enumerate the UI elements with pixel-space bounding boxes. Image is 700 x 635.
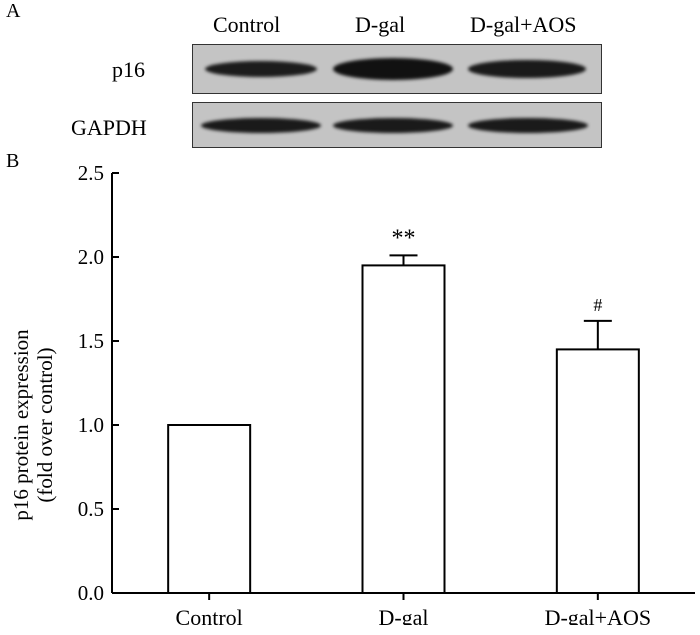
y-axis-label: p16 protein expression (fold over contro… [9, 329, 57, 521]
x-tick-label-2: D-gal+AOS [545, 605, 652, 625]
y-axis-label-line1: p16 protein expression [9, 329, 33, 521]
chart-axes: 0.0 0.5 1.0 1.5 2.0 2.5 Control D-gal D-gal+AOS [78, 165, 695, 625]
gapdh-blot-strip [192, 102, 602, 148]
y-tick-label: 2.5 [78, 165, 104, 185]
gapdh-band-dgal [333, 118, 453, 133]
y-tick-label: 1.5 [78, 329, 104, 353]
p16-blot-strip [192, 44, 602, 94]
p16-bar-chart: p16 protein expression (fold over contro… [9, 165, 695, 625]
blot-row-label-gapdh: GAPDH [71, 115, 147, 140]
bar-2 [555, 348, 640, 594]
bar-1 [361, 264, 446, 595]
gapdh-band-control [201, 118, 321, 133]
lane-label-dgal: D-gal [355, 12, 406, 37]
x-tick-label-1: D-gal [378, 605, 428, 625]
significance-mark-1: ** [392, 225, 416, 251]
p16-band-control [205, 61, 317, 77]
y-tick-label: 1.0 [78, 413, 104, 437]
panel-b-letter: B [6, 150, 20, 172]
lane-label-dgal-aos: D-gal+AOS [470, 12, 577, 37]
bar-0 [167, 424, 252, 594]
x-tick-label-0: Control [176, 605, 243, 625]
y-axis-label-line2: (fold over control) [33, 347, 57, 502]
lane-label-control: Control [213, 12, 281, 37]
p16-band-dgal-aos [468, 60, 586, 78]
panel-a-letter: A [6, 0, 21, 22]
blot-row-label-p16: p16 [112, 57, 145, 82]
y-tick-label: 0.5 [78, 497, 104, 521]
y-tick-label: 2.0 [78, 245, 104, 269]
y-tick-label: 0.0 [78, 581, 104, 605]
significance-mark-2: # [593, 295, 602, 315]
bars-group: ** # [167, 225, 640, 595]
gapdh-band-dgal-aos [468, 118, 588, 133]
p16-band-dgal [333, 58, 453, 80]
